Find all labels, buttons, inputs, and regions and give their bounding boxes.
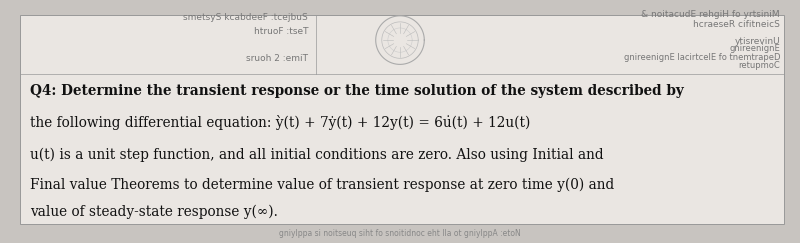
Text: gnireenignE lacirtcelE fo tnemtrapeD: gnireenignE lacirtcelE fo tnemtrapeD [623,52,780,62]
Text: & noitacudE rehgiH fo yrtsiniM: & noitacudE rehgiH fo yrtsiniM [642,10,780,19]
Text: sruoh 2 :emiT: sruoh 2 :emiT [246,54,308,63]
Text: the following differential equation: ỳ(t) + 7ẏ(t) + 12y(t) = 6u̇(t) + 12u(t): the following differential equation: ỳ(t… [30,115,530,130]
Text: smetsyS kcabdeeF :tcejbuS: smetsyS kcabdeeF :tcejbuS [183,12,308,22]
Text: retupmoC: retupmoC [738,61,780,70]
Text: hcraeseR cifitneicS: hcraeseR cifitneicS [693,20,780,29]
Text: htruoF :tseT: htruoF :tseT [254,27,308,36]
Text: ytisrevinU: ytisrevinU [734,37,780,46]
Text: u(t) is a unit step function, and all initial conditions are zero. Also using In: u(t) is a unit step function, and all in… [30,147,604,162]
Text: gniylppa si noitseuq siht fo snoitidnoc eht lla ot gniylppA :etoN: gniylppa si noitseuq siht fo snoitidnoc … [279,229,521,238]
Text: value of steady-state response y(∞).: value of steady-state response y(∞). [30,204,278,219]
FancyBboxPatch shape [20,15,784,224]
Text: Final value Theorems to determine value of transient response at zero time y(0) : Final value Theorems to determine value … [30,177,614,192]
Text: Q4: Determine the transient response or the time solution of the system describe: Q4: Determine the transient response or … [30,84,684,98]
Text: gnireenignE: gnireenignE [730,44,780,53]
